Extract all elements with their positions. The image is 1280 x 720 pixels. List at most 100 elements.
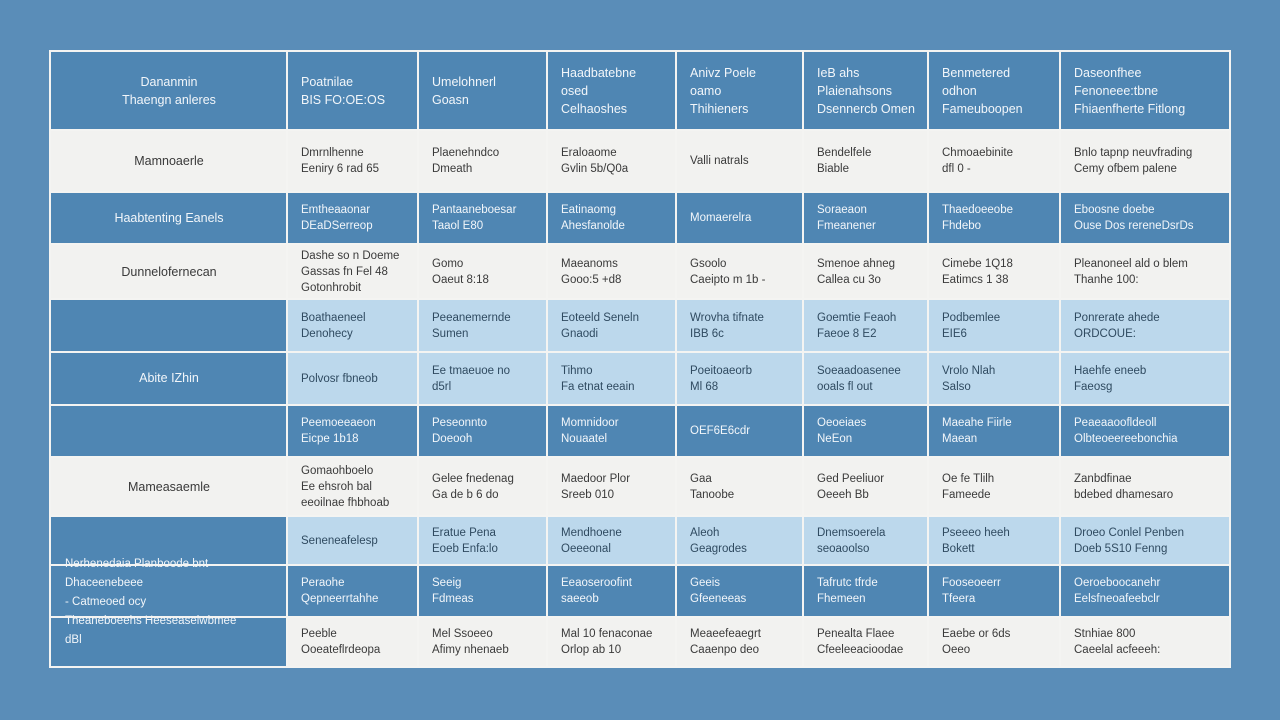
cell-text: Tafrutc tfrde	[817, 577, 878, 589]
table-cell: Mel Ssoeeo Afimy nhenaeb	[418, 617, 547, 666]
cell-text: Maeahe Fiirle	[942, 417, 1012, 429]
cell-text: Fdmeas	[432, 593, 474, 605]
cell-text: Dunnelofernecan	[121, 264, 217, 279]
column-header: Anivz Poele oamo Thihieners	[676, 52, 803, 130]
cell-text: Gooo:5 +d8	[561, 273, 622, 286]
table-cell: Pseeeo heeh Bokett	[928, 516, 1060, 565]
row-label: Mameasaemle	[51, 457, 287, 516]
grid-line	[51, 351, 1229, 353]
cell-text: Plaienahsons	[817, 84, 893, 98]
cell-text: Anivz Poele	[690, 66, 757, 80]
grid-line	[675, 52, 677, 666]
table-cell: Ged Peeliuor Oeeeh Bb	[803, 457, 928, 516]
cell-text: Faeosg	[1074, 380, 1113, 393]
cell-text: Taaol E80	[432, 220, 484, 232]
cell-text: Gnaodi	[561, 327, 599, 340]
cell-text: Eeniry 6 rad 65	[301, 163, 379, 175]
table-cell: Oe fe Tlilh Fameede	[928, 457, 1060, 516]
cell-text: Eraloaome	[561, 147, 617, 159]
cell-text: Peemoeeaeon	[301, 417, 376, 429]
grid-line	[1059, 52, 1061, 666]
cell-text: Eatinaomg	[561, 204, 616, 216]
cell-text: Mal 10 fenaconae	[561, 627, 653, 640]
row-label: Haabtenting Eanels	[51, 192, 287, 244]
grid-line	[51, 404, 1229, 406]
table-cell: Bendelfele Biable	[803, 130, 928, 192]
cell-text: Fameede	[942, 488, 991, 501]
cell-text: Benmetered	[942, 66, 1011, 80]
table-cell: Maeanoms Gooo:5 +d8	[547, 244, 676, 299]
grid-line	[51, 564, 1229, 566]
cell-text: Ahesfanolde	[561, 220, 625, 232]
cell-text: Biable	[817, 163, 849, 175]
cell-text: Thaedoeeobe	[942, 204, 1013, 216]
cell-text: Gassas fn Fel 48	[301, 265, 388, 278]
table-cell: Pleanoneel ald o blem Thanhe 100:	[1060, 244, 1229, 299]
table-cell: Pantaaneboesar Taaol E80	[418, 192, 547, 244]
cell-text: Gfeeneeas	[690, 593, 747, 605]
table-cell: Penealta Flaee Cfeeleeacioodae	[803, 617, 928, 666]
column-header: Umelohnerl Goasn	[418, 52, 547, 130]
cell-text: Wrovha tifnate	[690, 311, 764, 324]
grid-line	[927, 52, 929, 666]
cell-text: Qepneerrtahhe	[301, 593, 379, 605]
cell-text: Maean	[942, 433, 978, 445]
table-cell: Droeo Conlel Penben Doeb 5S10 Fenng	[1060, 516, 1229, 565]
grid-line	[546, 52, 548, 666]
cell-text: Geeis	[690, 577, 721, 589]
cell-text: Eratue Pena	[432, 526, 496, 539]
cell-text: Mameasaemle	[128, 479, 210, 494]
cell-text: Aleoh	[690, 526, 720, 539]
cell-text: Chmoaebinite	[942, 147, 1013, 159]
row-label: Nerhenedaia Planboode bntDhaceenebeee- C…	[51, 516, 287, 666]
cell-text: Eatimcs 1 38	[942, 273, 1009, 286]
table-cell: Vrolo Nlah Salso	[928, 352, 1060, 405]
cell-text: Mendhoene	[561, 526, 622, 539]
table-cell: Smenoe ahneg Callea cu 3o	[803, 244, 928, 299]
table-cell: Oeroeboocanehr Eelsfneoafeebclr	[1060, 565, 1229, 617]
table-cell: Eoteeld Seneln Gnaodi	[547, 299, 676, 352]
table-cell: Maeahe Fiirle Maean	[928, 405, 1060, 457]
table-cell: Momaerelra	[676, 192, 803, 244]
cell-text: Stnhiae 800	[1074, 627, 1136, 640]
table-cell: Peeble Ooeateflrdeopa	[287, 617, 418, 666]
cell-text: Peseonnto	[432, 417, 487, 429]
row-label: Abite IZhin	[51, 299, 287, 457]
table-cell: Soraeaon Fmeanener	[803, 192, 928, 244]
cell-text: IBB 6c	[690, 327, 724, 340]
cell-text: Cfeeleeacioodae	[817, 643, 904, 656]
cell-text: Fhdebo	[942, 220, 982, 232]
table-cell: Poeitoaeorb Ml 68	[676, 352, 803, 405]
table-cell: Thaedoeeobe Fhdebo	[928, 192, 1060, 244]
cell-text: Eoteeld Seneln	[561, 311, 640, 324]
cell-text: Ee tmaeuoe no	[432, 364, 511, 377]
cell-text: Valli natrals	[690, 155, 749, 167]
table-cell: Tafrutc tfrde Fhemeen	[803, 565, 928, 617]
cell-text: Mel Ssoeeo	[432, 627, 493, 640]
cell-text: Pleanoneel ald o blem	[1074, 257, 1188, 270]
table-cell: Ee tmaeuoe no d5rl	[418, 352, 547, 405]
grid-line	[51, 616, 1229, 618]
cell-text: Umelohnerl	[432, 75, 496, 89]
cell-text: Gaa	[690, 472, 712, 485]
cell-text: Orlop ab 10	[561, 643, 622, 656]
cell-text: Oe fe Tlilh	[942, 472, 995, 485]
table-cell: Peemoeeaeon Eicpe 1b18	[287, 405, 418, 457]
cell-text: Gvlin 5b/Q0a	[561, 163, 629, 175]
cell-text: Tihmo	[561, 364, 593, 377]
table-cell: Fooseoeerr Tfeera	[928, 565, 1060, 617]
cell-text: Poeitoaeorb	[690, 364, 753, 377]
table-cell: Polvosr fbneob	[287, 352, 418, 405]
cell-text: Oeeeonal	[561, 542, 611, 555]
cell-text: Goasn	[432, 93, 469, 107]
table-cell: Stnhiae 800 Caeelal acfeeeh:	[1060, 617, 1229, 666]
cell-text: Ee ehsroh bal	[301, 480, 372, 493]
cell-text: Momnidoor	[561, 417, 619, 429]
cell-text: Caeelal acfeeeh:	[1074, 643, 1161, 656]
cell-text: Fmeanener	[817, 220, 876, 232]
table-cell: Gaa Tanoobe	[676, 457, 803, 516]
cell-text: BIS FO:OE:OS	[301, 93, 386, 107]
cell-text: Callea cu 3o	[817, 273, 881, 286]
cell-text: Gotonhrobit	[301, 281, 362, 294]
cell-text: Fhemeen	[817, 593, 866, 605]
